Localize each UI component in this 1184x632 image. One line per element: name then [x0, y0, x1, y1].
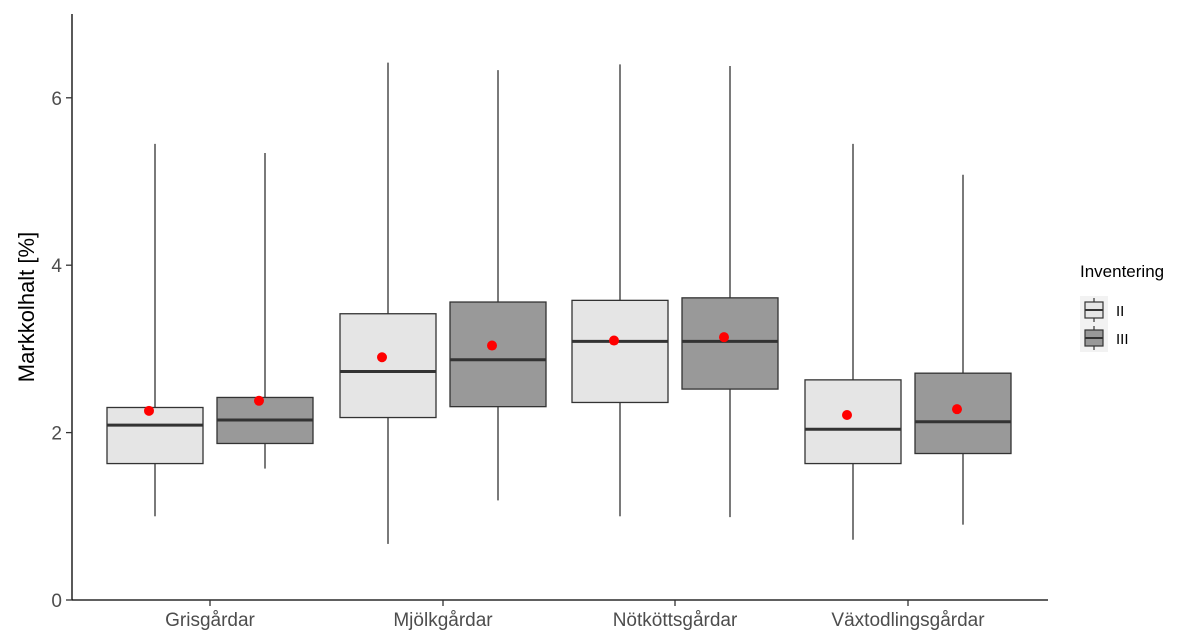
mean-point-ii-2 [609, 335, 619, 346]
box-iii-1 [449, 301, 547, 408]
mean-point-ii-3 [842, 410, 852, 421]
y-tick-label-2: 2 [51, 424, 62, 445]
box-iii-3 [914, 372, 1012, 455]
y-axis-title: Markkolhalt [%] [14, 232, 39, 382]
mean-point-iii-0 [254, 395, 264, 406]
x-tick-label-1: Mjölkgårdar [393, 610, 493, 631]
mean-point-ii-1 [377, 352, 387, 363]
box-ii-2 [571, 299, 669, 404]
mean-point-iii-2 [719, 332, 729, 343]
plot-area [106, 62, 1012, 544]
legend-title: Inventering [1080, 262, 1164, 281]
x-tick-label-0: Grisgårdar [165, 610, 255, 631]
box-ii-3 [804, 379, 902, 465]
legend-label-1: III [1116, 331, 1129, 348]
axes: Markkolhalt [%] 0 2 4 6 Grisgårdar Mjölkgårda… [14, 14, 1048, 631]
box-ii-0 [106, 406, 204, 465]
y-tick-label-0: 0 [51, 591, 62, 612]
legend-label-0: II [1116, 303, 1124, 320]
y-tick-label-6: 6 [51, 89, 62, 110]
mean-point-ii-0 [144, 405, 154, 416]
box-ii-1 [339, 313, 437, 419]
mean-point-iii-1 [487, 340, 497, 351]
mean-point-iii-3 [952, 404, 962, 415]
x-tick-label-3: Växtodlingsgårdar [831, 610, 985, 631]
box-iii-2 [681, 297, 779, 390]
y-tick-label-4: 4 [51, 256, 62, 277]
x-tick-label-2: Nötköttsgårdar [613, 610, 738, 631]
